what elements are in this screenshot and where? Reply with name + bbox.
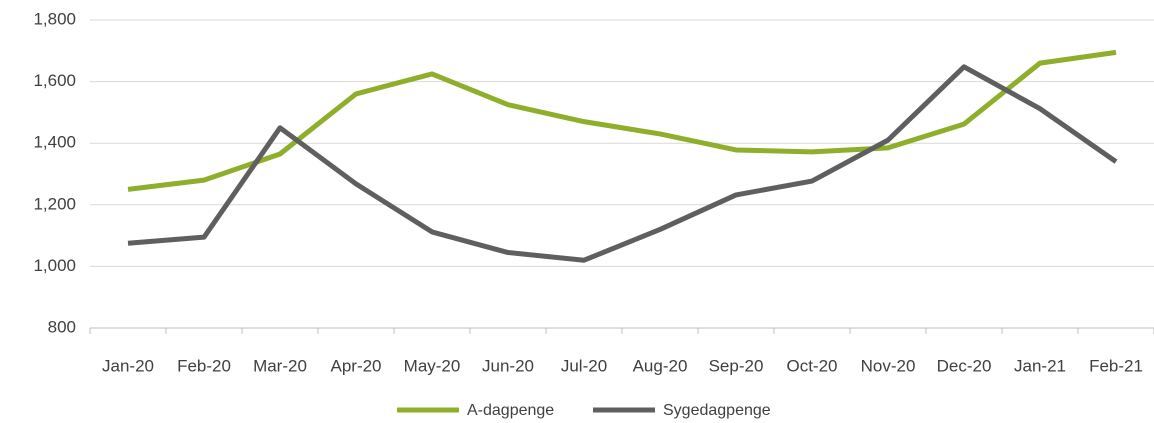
- x-tick-label: Mar-20: [253, 356, 307, 375]
- x-tick-label: Nov-20: [861, 356, 916, 375]
- x-tick-label: Apr-20: [330, 356, 381, 375]
- y-tick-label: 1,000: [33, 256, 76, 275]
- y-tick-label: 1,400: [33, 133, 76, 152]
- y-tick-label: 800: [48, 317, 76, 336]
- y-tick-label: 1,600: [33, 71, 76, 90]
- legend-label: A-dagpenge: [467, 402, 554, 419]
- y-tick-label: 1,800: [33, 9, 76, 28]
- x-tick-label: Sep-20: [709, 356, 764, 375]
- x-tick-label: Oct-20: [786, 356, 837, 375]
- x-tick-label: Dec-20: [937, 356, 992, 375]
- legend-label: Sygedagpenge: [663, 402, 771, 419]
- x-tick-label: Feb-21: [1089, 356, 1143, 375]
- y-tick-label: 1,200: [33, 194, 76, 213]
- x-tick-label: Jan-21: [1014, 356, 1066, 375]
- x-tick-label: Aug-20: [633, 356, 688, 375]
- x-tick-label: May-20: [404, 356, 461, 375]
- series-line: [127, 49, 1117, 192]
- x-tick-label: Jan-20: [102, 356, 154, 375]
- x-tick-label: Feb-20: [177, 356, 231, 375]
- x-tick-label: Jun-20: [482, 356, 534, 375]
- x-tick-label: Jul-20: [561, 356, 607, 375]
- series-line: [127, 64, 1118, 263]
